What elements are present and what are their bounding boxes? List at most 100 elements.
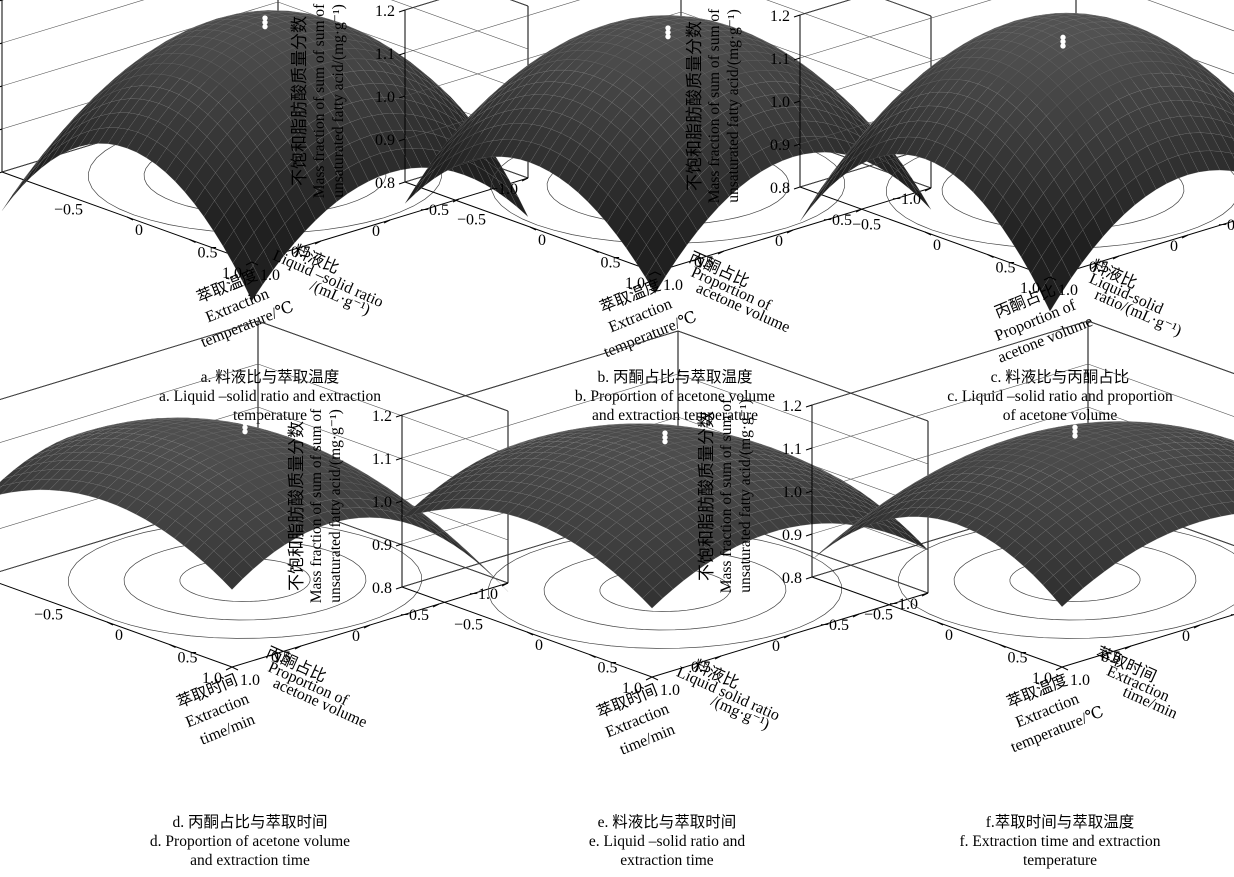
y-tick-label: 1.0 <box>240 672 260 689</box>
x-tick <box>521 177 529 182</box>
caption-cn: b. 丙酮占比与萃取温度 <box>597 369 753 386</box>
y-tick-label: 1.0 <box>260 267 280 284</box>
x-tick-label: −0.5 <box>1218 217 1234 234</box>
x-tick-label: −0.5 <box>400 607 429 624</box>
y-tick-label: 1.0 <box>1058 282 1078 299</box>
caption-en: temperature <box>232 407 307 424</box>
caption-cn: a. 料液比与萃取温度 <box>200 369 340 386</box>
y-tick <box>589 654 596 658</box>
z-tick <box>395 414 403 418</box>
y-tick-label: −0.5 <box>454 617 483 634</box>
z-axis-title: 不饱和脂肪酸质量分数 <box>685 21 704 191</box>
response-surface <box>0 417 509 592</box>
y-tick <box>106 621 114 626</box>
z-axis-title: unsaturated fatty acid/(mg·g⁻¹) <box>327 409 344 603</box>
wall-gridline <box>799 0 992 59</box>
panel-caption-c: c. 料液比与丙酮占比 c. Liquid –solid ratio and pr… <box>855 368 1234 425</box>
y-tick <box>231 666 239 671</box>
wall-gridline <box>257 320 509 412</box>
wall-gridline <box>1087 320 1234 374</box>
z-tick <box>805 576 813 580</box>
panel-caption-f: f.萃取时间与萃取温度 f. Extraction time and extrac… <box>855 813 1234 870</box>
x-tick-label: −0.5 <box>420 202 449 219</box>
x-tick-label: 0 <box>372 223 380 240</box>
x-tick-label: −1.0 <box>489 181 518 198</box>
z-tick <box>398 181 406 185</box>
caption-en: temperature <box>1022 852 1097 869</box>
z-axis-title: Mass fraction of sum of sum of <box>718 398 735 593</box>
z-tick <box>398 9 406 13</box>
z-tick-label: 0.9 <box>782 527 802 544</box>
z-tick-label: 1.2 <box>782 398 802 415</box>
wall-gridline <box>1147 0 1234 32</box>
x-tick-label: 0 <box>775 233 783 250</box>
x-tick-label: 1.0 <box>202 670 222 687</box>
y-tick-label: 0 <box>115 627 123 644</box>
z-axis-title: 不饱和脂肪酸质量分数 <box>290 16 309 186</box>
floor-contour <box>67 521 423 639</box>
z-tick <box>793 14 801 18</box>
design-point <box>1072 428 1078 435</box>
z-tick-label: 0.8 <box>770 180 790 197</box>
z-tick-label: 0.8 <box>372 580 392 597</box>
x-tick <box>383 219 391 224</box>
z-tick <box>0 0 3 2</box>
wall-gridline <box>811 320 1089 406</box>
z-axis-title: Mass fraction of sum of sum of <box>308 408 325 603</box>
x-tick <box>432 603 440 608</box>
z-tick-label: 1.2 <box>770 8 790 25</box>
z-tick-label: 1.1 <box>372 451 392 468</box>
z-tick <box>805 447 813 451</box>
wall-gridline <box>401 330 679 416</box>
z-axis-title: Mass fraction of sum of sum of <box>706 8 723 203</box>
x-tick <box>1112 255 1120 260</box>
z-tick-label: 0.9 <box>372 537 392 554</box>
wall-gridline <box>1087 363 1234 417</box>
caption-cn: d. 丙酮占比与萃取时间 <box>172 814 328 831</box>
x-tick <box>1055 666 1063 671</box>
x-tick <box>645 676 653 681</box>
z-tick <box>398 95 406 99</box>
floor-contour <box>487 531 843 649</box>
z-tick-label: 1.0 <box>375 89 395 106</box>
x-tick-label: 1.0 <box>625 275 645 292</box>
x-tick <box>783 634 791 639</box>
wall-gridline <box>257 363 509 455</box>
design-point <box>262 23 268 30</box>
z-tick-label: 0.9 <box>770 137 790 154</box>
wall-gridline <box>677 330 929 422</box>
y-tick-label: 0.5 <box>1008 650 1028 667</box>
caption-en: extraction time <box>620 852 714 869</box>
wall-gridline <box>404 0 581 54</box>
x-tick-label: −1.0 <box>889 596 918 613</box>
floor-contour <box>123 539 367 621</box>
caption-cn: e. 料液比与萃取时间 <box>597 814 737 831</box>
y-tick-label: −0.5 <box>457 212 486 229</box>
x-tick <box>924 187 932 192</box>
y-tick <box>1061 666 1069 671</box>
z-tick-label: 1.1 <box>770 51 790 68</box>
floor-contour <box>1009 558 1141 602</box>
z-tick <box>793 100 801 104</box>
y-tick <box>651 676 659 681</box>
z-axis-title: unsaturated fatty acid/(mg·g⁻¹) <box>725 9 742 203</box>
z-tick-label: 1.2 <box>372 408 392 425</box>
caption-cn: c. 料液比与丙酮占比 <box>990 369 1130 386</box>
x-tick-label: 0.5 <box>1101 649 1121 666</box>
x-tick <box>852 613 860 618</box>
x-tick-label: 0.5 <box>691 659 711 676</box>
z-tick <box>395 457 403 461</box>
caption-en: e. Liquid –solid ratio and <box>588 833 746 850</box>
x-tick <box>648 271 656 276</box>
y-tick-label: −0.5 <box>34 607 63 624</box>
y-tick <box>987 254 994 258</box>
design-point <box>665 33 671 40</box>
floor-contour <box>897 521 1234 639</box>
x-tick-label: 0.5 <box>271 649 291 666</box>
floor-contour <box>599 568 731 612</box>
z-tick-label: 1.0 <box>372 494 392 511</box>
y-tick-label: 0 <box>933 237 941 254</box>
x-tick <box>294 645 302 650</box>
